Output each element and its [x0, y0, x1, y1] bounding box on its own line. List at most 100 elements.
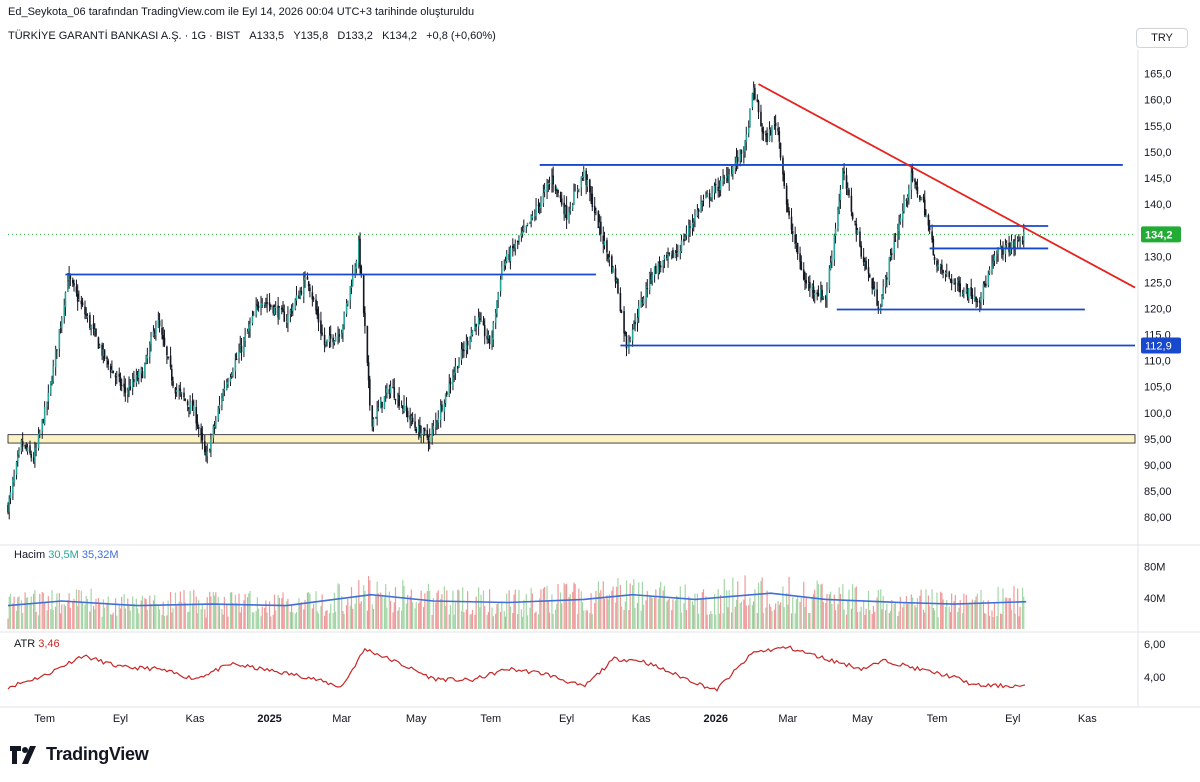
currency-button[interactable]: TRY: [1136, 28, 1188, 48]
candle-body: [340, 333, 343, 339]
symbol-name[interactable]: TÜRKİYE GARANTİ BANKASI A.Ş. · 1G · BIST: [8, 30, 241, 42]
candle-body: [388, 389, 391, 394]
candle-body: [881, 296, 883, 306]
trendline[interactable]: [758, 83, 1136, 289]
volume-bar: [756, 613, 758, 629]
volume-bar: [779, 602, 782, 629]
volume-bar: [231, 592, 233, 629]
volume-bar: [589, 612, 591, 629]
volume-bar: [907, 603, 909, 629]
candle-body: [20, 440, 23, 452]
candle-body: [289, 310, 292, 314]
candle-body: [727, 175, 729, 181]
volume-bar: [662, 590, 664, 629]
candle-body: [978, 300, 981, 303]
volume-bar: [718, 613, 721, 629]
candle-body: [745, 134, 748, 142]
candle-body: [586, 180, 589, 187]
volume-bar: [599, 592, 601, 629]
volume-bar: [460, 611, 463, 629]
volume-bar: [97, 598, 100, 629]
volume-bar: [306, 592, 309, 629]
candle-body: [24, 444, 26, 447]
candle-body: [81, 302, 84, 306]
candle-body: [278, 307, 281, 320]
volume-bar: [24, 592, 26, 629]
time-axis-tick: Eyl: [1005, 713, 1020, 725]
candle-body: [474, 323, 476, 330]
candle-body: [342, 325, 344, 333]
candle-body: [597, 210, 600, 229]
candle-body: [535, 206, 537, 216]
volume-bar: [304, 599, 306, 629]
volume-bar: [440, 598, 442, 629]
volume-bar: [633, 579, 635, 629]
volume-bar: [350, 587, 353, 629]
candle-body: [663, 256, 666, 260]
candle-body: [657, 263, 660, 273]
volume-bar: [744, 575, 746, 629]
candle-body: [551, 176, 553, 184]
volume-bar: [195, 596, 197, 629]
volume-bar: [882, 596, 884, 629]
volume-bar: [611, 590, 613, 629]
candle-body: [15, 462, 18, 475]
volume-bar: [474, 614, 476, 629]
candle-body: [431, 429, 433, 438]
volume-bar: [478, 587, 480, 629]
candle-body: [449, 381, 452, 385]
candle-body: [953, 281, 955, 283]
volume-bar: [1009, 598, 1011, 629]
volume-bar: [316, 611, 318, 629]
volume-bar: [597, 581, 599, 629]
volume-bar: [20, 600, 23, 629]
candle-body: [915, 182, 918, 185]
candle-body: [680, 240, 683, 252]
price-axis-tick: 130,0: [1144, 251, 1172, 263]
candle-body: [526, 222, 529, 226]
candle-body: [717, 186, 719, 191]
candle-body: [525, 225, 528, 227]
volume-bar: [123, 594, 125, 629]
candle-body: [732, 167, 734, 175]
volume-bar: [429, 590, 431, 629]
volume-bar: [792, 597, 794, 629]
candle-body: [436, 421, 438, 423]
candle-body: [611, 256, 613, 273]
volume-bar: [179, 591, 181, 629]
volume-bar: [542, 588, 544, 629]
candle-body: [393, 387, 396, 398]
candle-body: [889, 254, 892, 258]
candle-body: [281, 307, 283, 310]
atr-axis-tick: 6,00: [1144, 639, 1165, 651]
atr-legend-value: 3,46: [38, 638, 60, 650]
candle-body: [679, 250, 682, 254]
candle-body: [768, 129, 771, 142]
volume-bar: [58, 593, 60, 629]
candle-body: [383, 396, 386, 409]
volume-bar: [508, 590, 510, 629]
candle-body: [411, 417, 414, 423]
candle-body: [602, 235, 605, 245]
tradingview-logo[interactable]: TradingView: [10, 744, 149, 765]
candle-body: [538, 203, 541, 207]
candle-body: [158, 320, 161, 327]
candle-body: [316, 308, 319, 316]
candle-body: [837, 209, 839, 229]
candle-body: [355, 261, 358, 269]
candle-body: [653, 266, 656, 276]
candle-body: [1016, 239, 1019, 241]
axes: 165,0160,0155,0150,0145,0140,0135,0130,0…: [34, 69, 1181, 725]
volume-bar: [877, 590, 879, 629]
volume-bar: [480, 594, 482, 629]
time-axis-tick: May: [406, 713, 427, 725]
volume-bar: [709, 614, 711, 629]
volume-bar: [566, 583, 568, 629]
volume-bar: [204, 609, 206, 629]
candle-body: [552, 175, 554, 185]
volume-bar: [651, 597, 653, 629]
volume-bar: [619, 584, 621, 629]
candle-body: [329, 334, 332, 339]
volume-bar: [547, 600, 549, 629]
